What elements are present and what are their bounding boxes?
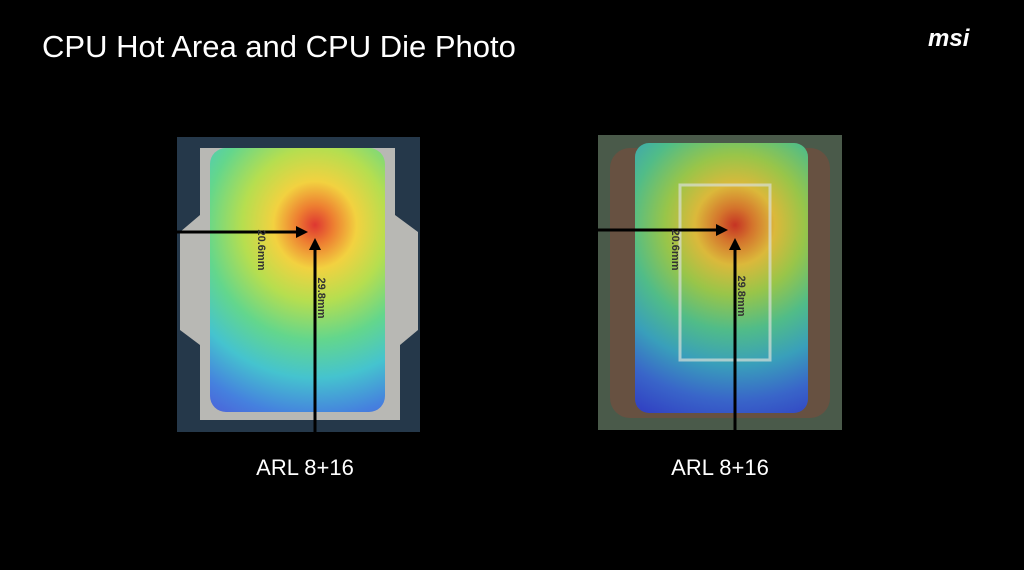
- caption: ARL 8+16: [671, 455, 769, 480]
- cpu-photo-left: 20.6mm 29.8mm: [177, 137, 420, 432]
- width-label: 20.6mm: [669, 230, 681, 271]
- height-label: 29.8mm: [315, 278, 327, 319]
- cpu-die-photo-right: 20.6mm 29.8mm: [598, 135, 842, 430]
- width-label: 20.6mm: [255, 230, 267, 271]
- height-label: 29.8mm: [735, 276, 747, 317]
- logo: msi: [928, 25, 971, 52]
- caption: ARL 8+16: [256, 455, 354, 480]
- slide-title: CPU Hot Area and CPU Die Photo: [42, 29, 516, 64]
